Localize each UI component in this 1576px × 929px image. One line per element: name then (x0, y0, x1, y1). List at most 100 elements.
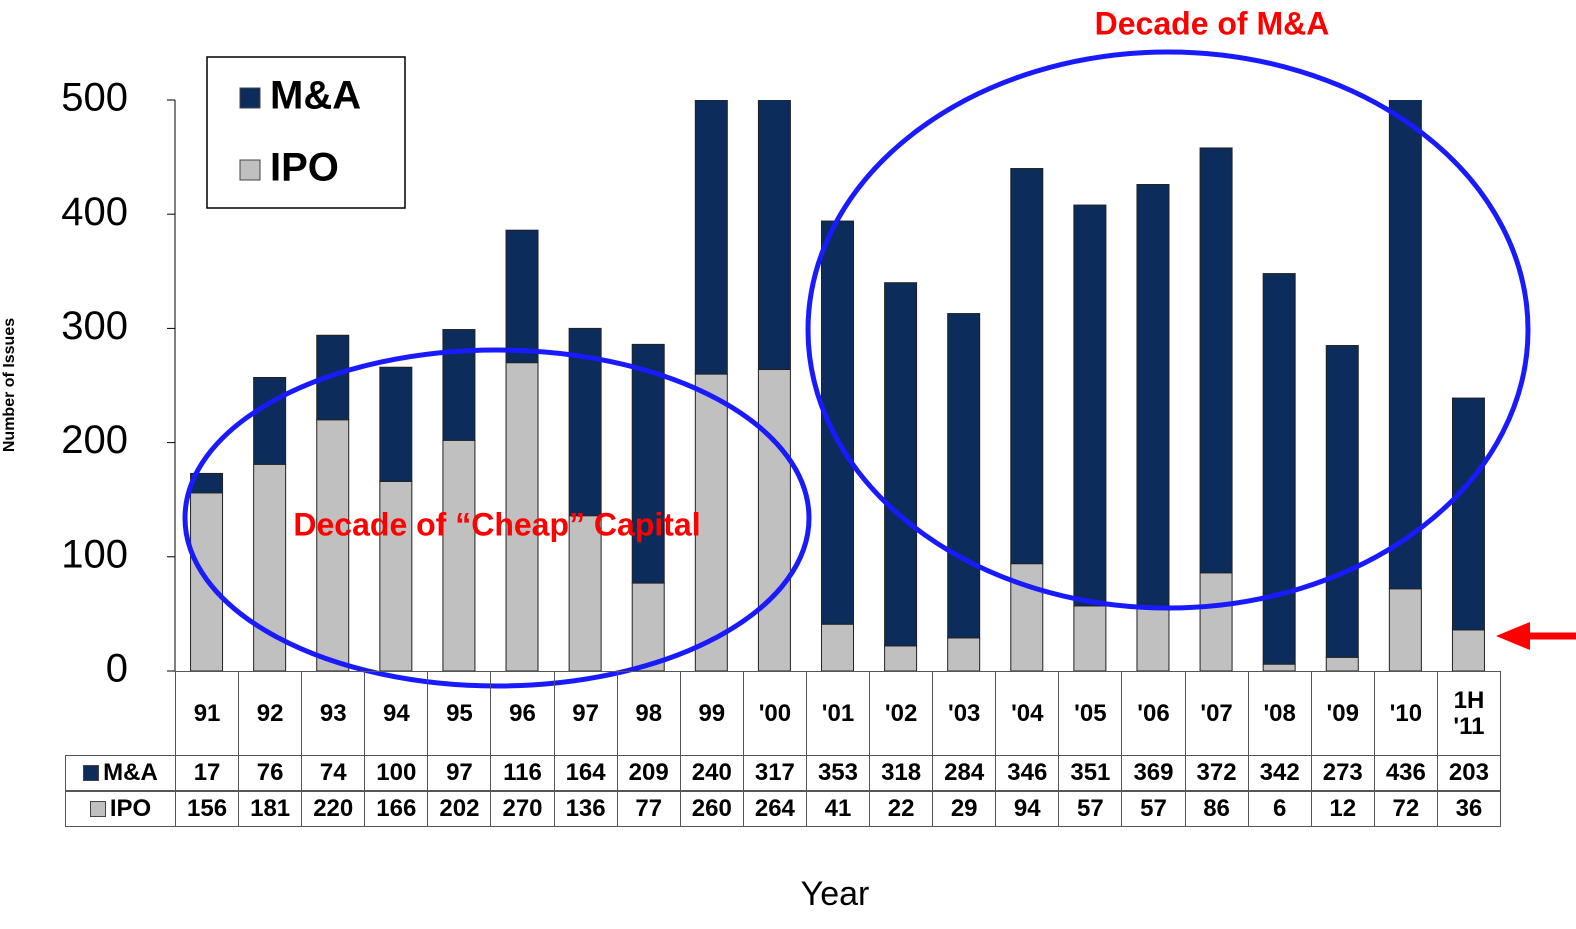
x-tick-label: '07 (1184, 671, 1249, 756)
bar-segment (442, 329, 476, 441)
table-value: 209 (616, 755, 681, 791)
table-value: 202 (427, 790, 492, 827)
table-value: 86 (1184, 790, 1249, 827)
table-value: 164 (553, 755, 618, 791)
x-tick-label: 98 (616, 671, 681, 756)
table-value: 41 (805, 790, 871, 827)
table-value: 270 (490, 790, 555, 827)
x-tick-label: '02 (869, 671, 934, 756)
bar-segment (1199, 147, 1233, 574)
bar-segment (1262, 663, 1296, 672)
annotation: Decade of M&A (1095, 5, 1330, 41)
bar-segment (947, 637, 981, 672)
table-value: 346 (995, 755, 1060, 791)
bar-segment (947, 313, 981, 639)
table-value: 76 (238, 755, 303, 791)
bar-segment (694, 373, 728, 672)
table-value: 36 (1436, 790, 1501, 827)
x-tick-label: '04 (995, 671, 1060, 756)
x-tick-label: '03 (932, 671, 997, 756)
table-value: 284 (932, 755, 997, 791)
table-value: 264 (742, 790, 807, 827)
table-value: 181 (238, 790, 303, 827)
x-axis-label: Year (801, 875, 870, 913)
table-value: 74 (301, 755, 366, 791)
y-tick-label: 400 (61, 190, 128, 234)
table-swatch (83, 765, 100, 781)
bar-segment (442, 439, 476, 672)
bar-segment (1262, 273, 1296, 665)
x-tick-label: '05 (1058, 671, 1123, 756)
table-value: 372 (1184, 755, 1249, 791)
table-value: 318 (869, 755, 934, 791)
bar-segment (631, 343, 665, 584)
bar-segment (1073, 204, 1107, 607)
arrow-head (1496, 622, 1530, 650)
table-value: 116 (490, 755, 555, 791)
table-value: 94 (995, 790, 1060, 827)
y-tick-label: 500 (61, 76, 128, 120)
table-row-name: IPO (109, 794, 152, 822)
y-tick-label: 200 (61, 418, 128, 462)
table-row-label: IPO (65, 790, 176, 827)
x-tick-label: '06 (1121, 671, 1186, 756)
bar-segment (253, 377, 287, 465)
table-value: 57 (1121, 790, 1186, 827)
x-tick-label: 93 (301, 671, 366, 756)
table-value: 29 (932, 790, 997, 827)
table-value: 203 (1436, 755, 1501, 791)
bar-segment (568, 515, 602, 672)
x-tick-label: 99 (679, 671, 744, 756)
bar-segment (884, 645, 918, 672)
table-value: 317 (742, 755, 807, 791)
bar-segment (694, 100, 728, 375)
ellipse (182, 347, 812, 689)
table-value: 72 (1373, 790, 1438, 827)
bar-segment (316, 419, 350, 672)
x-tick-label: '01 (805, 671, 871, 756)
bar-segment (1199, 572, 1233, 672)
table-value: 77 (616, 790, 681, 827)
table-value: 100 (364, 755, 429, 791)
bar-segment (1136, 605, 1170, 672)
table-value: 166 (364, 790, 429, 827)
table-value: 97 (427, 755, 492, 791)
table-row-label: M&A (65, 755, 176, 791)
x-tick-label: '10 (1373, 671, 1438, 756)
x-tick-label: '00 (742, 671, 807, 756)
table-value: 342 (1247, 755, 1312, 791)
bar-segment (1451, 629, 1485, 672)
x-tick-label: 96 (490, 671, 555, 756)
x-tick-label: 91 (175, 671, 240, 756)
bar-segment (631, 582, 665, 672)
x-tick-label: '08 (1247, 671, 1312, 756)
bar-segment (379, 366, 413, 482)
x-tick-label: 95 (427, 671, 492, 756)
bar-segment (1325, 656, 1359, 672)
table-value: 436 (1373, 755, 1438, 791)
table-corner (65, 671, 176, 756)
table-value: 136 (553, 790, 618, 827)
table-row-name: M&A (103, 759, 158, 786)
x-tick-label: 92 (238, 671, 303, 756)
legend-swatch (239, 159, 261, 181)
bar-segment (505, 229, 539, 364)
bar-segment (757, 100, 791, 371)
table-value: 12 (1310, 790, 1375, 827)
y-tick-label: 300 (61, 304, 128, 348)
annotation: Decade of “Cheap” Capital (293, 506, 700, 542)
table-value: 57 (1058, 790, 1123, 827)
legend-label: IPO (270, 146, 339, 190)
table-value: 220 (301, 790, 366, 827)
legend-swatch (239, 87, 261, 109)
bar-segment (1136, 184, 1170, 607)
bar-segment (821, 623, 854, 672)
bar-segment (757, 369, 791, 672)
bar-segment (1325, 345, 1359, 658)
legend (206, 56, 406, 209)
table-value: 353 (805, 755, 871, 791)
ellipse (805, 49, 1531, 611)
table-swatch (89, 800, 106, 817)
